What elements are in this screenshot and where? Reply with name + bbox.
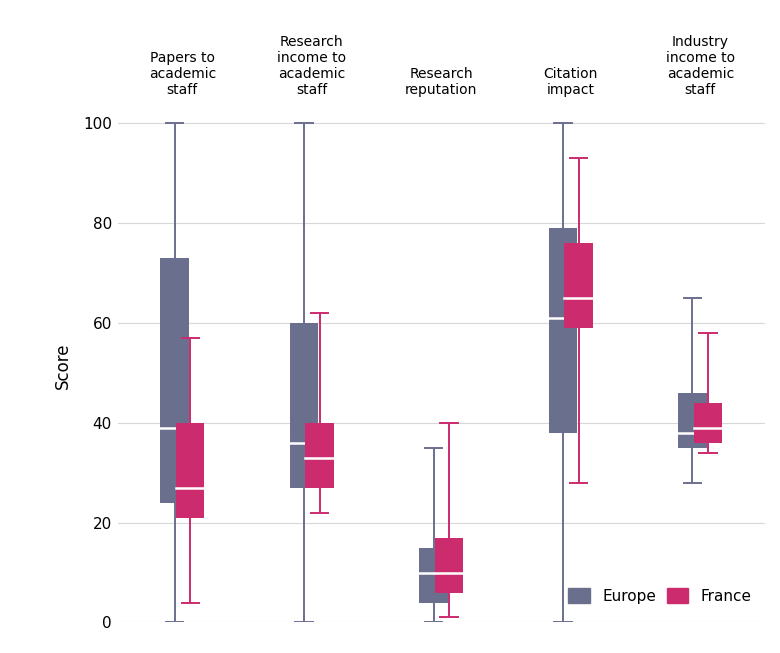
Bar bbox=[564, 243, 593, 328]
Bar bbox=[420, 548, 448, 603]
Bar bbox=[176, 422, 204, 518]
Bar bbox=[160, 258, 189, 503]
Bar bbox=[679, 393, 707, 448]
Bar bbox=[549, 228, 577, 433]
Y-axis label: Score: Score bbox=[54, 342, 72, 389]
Legend: Europe, France: Europe, France bbox=[562, 582, 757, 610]
Bar bbox=[305, 422, 334, 488]
Bar bbox=[693, 403, 722, 443]
Bar bbox=[434, 537, 463, 592]
Bar bbox=[289, 323, 318, 488]
